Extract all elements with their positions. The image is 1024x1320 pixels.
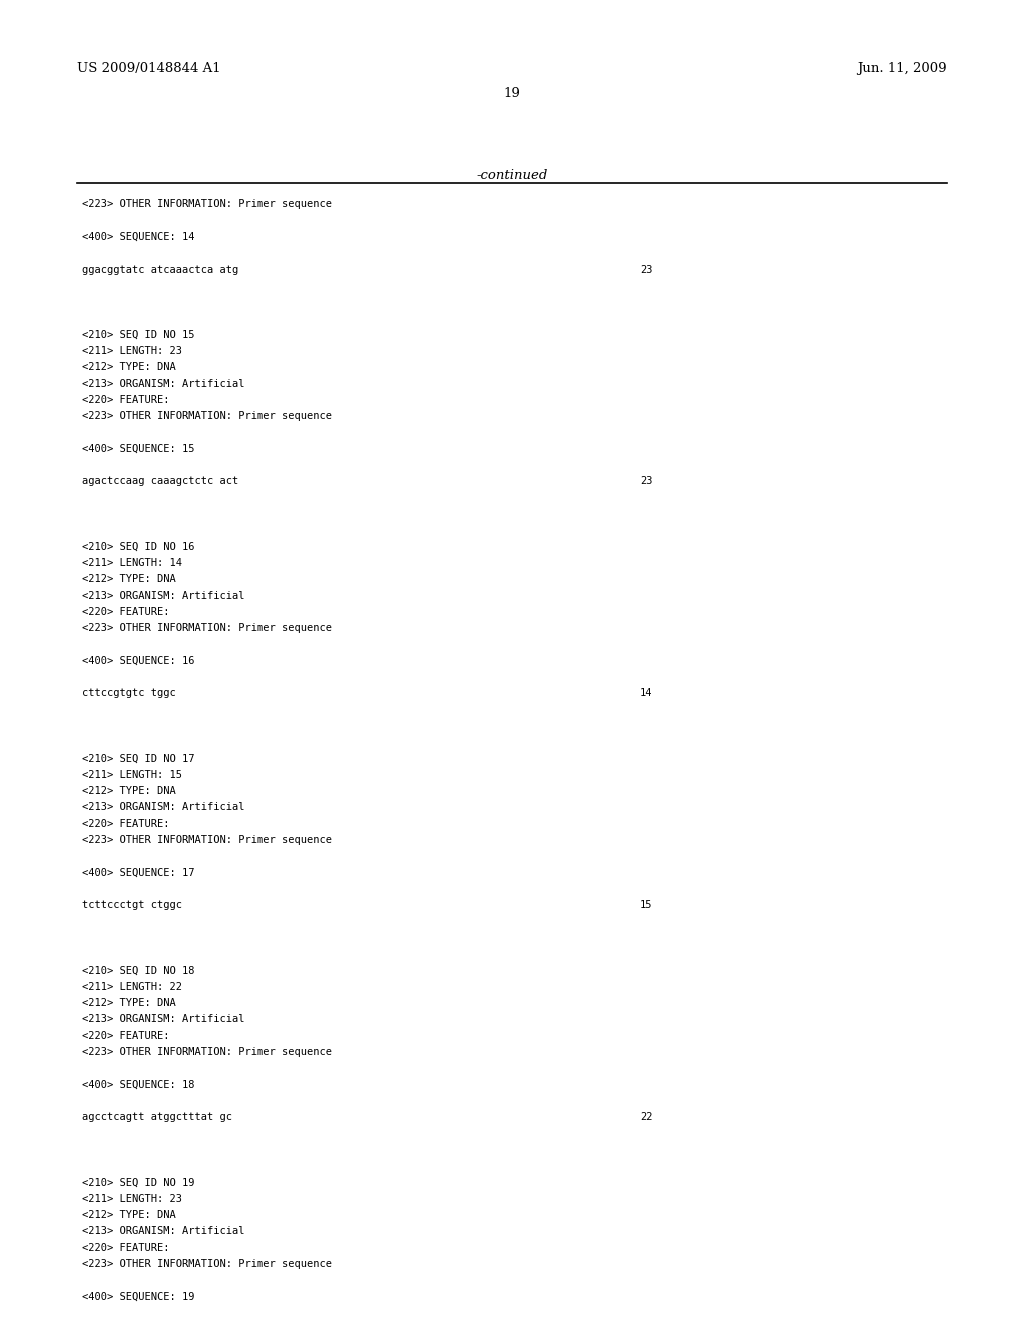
- Text: <400> SEQUENCE: 15: <400> SEQUENCE: 15: [82, 444, 195, 454]
- Text: <223> OTHER INFORMATION: Primer sequence: <223> OTHER INFORMATION: Primer sequence: [82, 1259, 332, 1269]
- Text: <211> LENGTH: 15: <211> LENGTH: 15: [82, 770, 182, 780]
- Text: <212> TYPE: DNA: <212> TYPE: DNA: [82, 362, 176, 372]
- Text: <213> ORGANISM: Artificial: <213> ORGANISM: Artificial: [82, 379, 245, 388]
- Text: <223> OTHER INFORMATION: Primer sequence: <223> OTHER INFORMATION: Primer sequence: [82, 199, 332, 210]
- Text: <210> SEQ ID NO 16: <210> SEQ ID NO 16: [82, 541, 195, 552]
- Text: <213> ORGANISM: Artificial: <213> ORGANISM: Artificial: [82, 803, 245, 813]
- Text: <210> SEQ ID NO 17: <210> SEQ ID NO 17: [82, 754, 195, 763]
- Text: Jun. 11, 2009: Jun. 11, 2009: [857, 62, 947, 75]
- Text: <212> TYPE: DNA: <212> TYPE: DNA: [82, 787, 176, 796]
- Text: <223> OTHER INFORMATION: Primer sequence: <223> OTHER INFORMATION: Primer sequence: [82, 836, 332, 845]
- Text: <213> ORGANISM: Artificial: <213> ORGANISM: Artificial: [82, 1226, 245, 1237]
- Text: US 2009/0148844 A1: US 2009/0148844 A1: [77, 62, 220, 75]
- Text: tcttccctgt ctggc: tcttccctgt ctggc: [82, 900, 182, 911]
- Text: <211> LENGTH: 14: <211> LENGTH: 14: [82, 558, 182, 568]
- Text: <211> LENGTH: 23: <211> LENGTH: 23: [82, 346, 182, 356]
- Text: agcctcagtt atggctttat gc: agcctcagtt atggctttat gc: [82, 1113, 231, 1122]
- Text: 22: 22: [640, 1113, 652, 1122]
- Text: 14: 14: [640, 688, 652, 698]
- Text: <212> TYPE: DNA: <212> TYPE: DNA: [82, 998, 176, 1008]
- Text: <210> SEQ ID NO 18: <210> SEQ ID NO 18: [82, 965, 195, 975]
- Text: <400> SEQUENCE: 18: <400> SEQUENCE: 18: [82, 1080, 195, 1089]
- Text: agactccaag caaagctctc act: agactccaag caaagctctc act: [82, 477, 239, 487]
- Text: <210> SEQ ID NO 19: <210> SEQ ID NO 19: [82, 1177, 195, 1188]
- Text: 19: 19: [504, 87, 520, 100]
- Text: <400> SEQUENCE: 16: <400> SEQUENCE: 16: [82, 656, 195, 665]
- Text: 23: 23: [640, 477, 652, 487]
- Text: 23: 23: [640, 264, 652, 275]
- Text: cttccgtgtc tggc: cttccgtgtc tggc: [82, 688, 176, 698]
- Text: <400> SEQUENCE: 19: <400> SEQUENCE: 19: [82, 1291, 195, 1302]
- Text: <220> FEATURE:: <220> FEATURE:: [82, 1242, 169, 1253]
- Text: <211> LENGTH: 23: <211> LENGTH: 23: [82, 1193, 182, 1204]
- Text: -continued: -continued: [476, 169, 548, 182]
- Text: <220> FEATURE:: <220> FEATURE:: [82, 818, 169, 829]
- Text: <212> TYPE: DNA: <212> TYPE: DNA: [82, 574, 176, 585]
- Text: 15: 15: [640, 900, 652, 911]
- Text: <400> SEQUENCE: 14: <400> SEQUENCE: 14: [82, 232, 195, 242]
- Text: <211> LENGTH: 22: <211> LENGTH: 22: [82, 982, 182, 991]
- Text: <213> ORGANISM: Artificial: <213> ORGANISM: Artificial: [82, 590, 245, 601]
- Text: <220> FEATURE:: <220> FEATURE:: [82, 395, 169, 405]
- Text: <220> FEATURE:: <220> FEATURE:: [82, 1031, 169, 1040]
- Text: <220> FEATURE:: <220> FEATURE:: [82, 607, 169, 616]
- Text: <223> OTHER INFORMATION: Primer sequence: <223> OTHER INFORMATION: Primer sequence: [82, 623, 332, 634]
- Text: <223> OTHER INFORMATION: Primer sequence: <223> OTHER INFORMATION: Primer sequence: [82, 1047, 332, 1057]
- Text: <400> SEQUENCE: 17: <400> SEQUENCE: 17: [82, 867, 195, 878]
- Text: <223> OTHER INFORMATION: Primer sequence: <223> OTHER INFORMATION: Primer sequence: [82, 412, 332, 421]
- Text: <212> TYPE: DNA: <212> TYPE: DNA: [82, 1210, 176, 1220]
- Text: <210> SEQ ID NO 15: <210> SEQ ID NO 15: [82, 330, 195, 339]
- Text: <213> ORGANISM: Artificial: <213> ORGANISM: Artificial: [82, 1014, 245, 1024]
- Text: ggacggtatc atcaaactca atg: ggacggtatc atcaaactca atg: [82, 264, 239, 275]
